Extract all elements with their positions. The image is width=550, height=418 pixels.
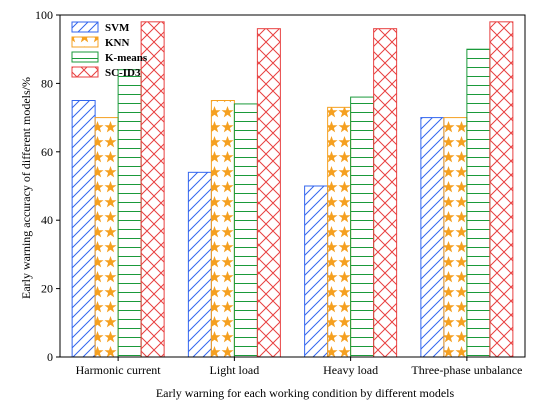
bar-knn-2: [210, 100, 235, 358]
x-tick-label: Heavy load: [323, 363, 378, 377]
axes-layer: Harmonic current Light load Heavy load Thre…: [35, 8, 526, 377]
legend-label-k-means: K-means: [105, 52, 148, 64]
bar-sc-id3-1: [140, 21, 165, 358]
bar-svm-4: [420, 117, 445, 358]
bar-k-means-4: [466, 48, 491, 358]
legend-swatch-svm: [71, 21, 99, 33]
bar-k-means-3: [350, 96, 375, 358]
bar-knn-3: [327, 106, 352, 358]
legend-swatch-knn: [71, 36, 99, 48]
bar-sc-id3-4: [489, 21, 514, 358]
bar-sc-id3-2: [256, 28, 281, 358]
legend: SVM KNN K-means SC-ID3: [71, 21, 148, 79]
legend-label-knn: KNN: [105, 37, 130, 49]
y-tick-label: 60: [41, 145, 53, 159]
y-tick-label: 0: [47, 350, 53, 364]
legend-swatch-sc-id3: [71, 66, 99, 78]
bar-svm-1: [71, 100, 96, 358]
bar-svm-3: [304, 185, 329, 358]
x-tick-label: Harmonic current: [76, 363, 162, 377]
y-tick-label: 80: [41, 76, 53, 90]
bar-sc-id3-3: [373, 28, 398, 358]
legend-swatch-k-means: [71, 51, 99, 63]
bar-svm-2: [187, 171, 212, 358]
legend-label-sc-id3: SC-ID3: [105, 67, 141, 79]
x-axis-label: Early warning for each working condition…: [156, 386, 455, 400]
x-tick-label: Three-phase unbalance: [411, 363, 522, 377]
x-tick-label: Light load: [210, 363, 260, 377]
bar-knn-1: [94, 117, 119, 358]
legend-label-svm: SVM: [105, 22, 130, 34]
bar-knn-4: [443, 117, 468, 358]
bars-layer: [71, 21, 514, 358]
y-tick-label: 40: [41, 213, 53, 227]
plot-frame: [59, 14, 526, 358]
y-tick-label: 100: [35, 8, 53, 22]
y-tick-label: 20: [41, 282, 53, 296]
y-axis-label: Early warning accuracy of different mode…: [19, 77, 33, 299]
bar-k-means-2: [233, 103, 258, 358]
bar-k-means-1: [117, 69, 142, 358]
